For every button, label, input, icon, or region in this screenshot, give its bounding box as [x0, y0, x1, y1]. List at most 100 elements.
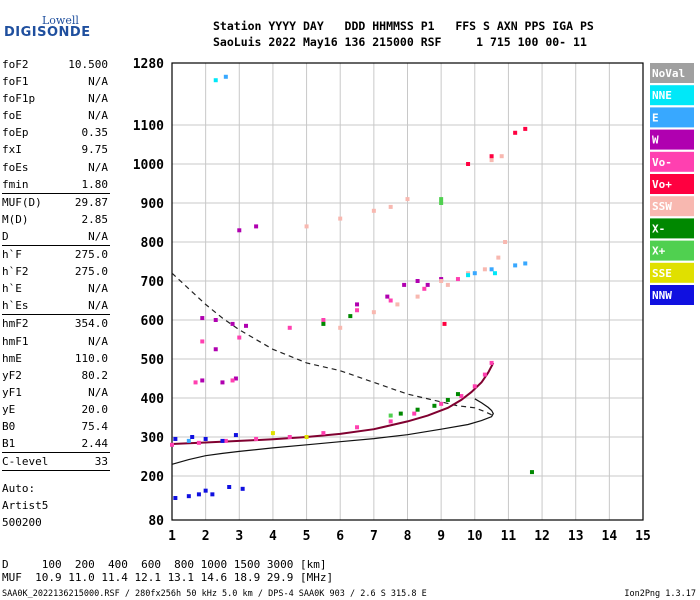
- legend-swatch: [650, 174, 694, 194]
- echo-point: [355, 425, 360, 430]
- echo-point: [398, 411, 403, 416]
- legend-label: E: [652, 111, 659, 124]
- param-label: h`E: [2, 282, 22, 296]
- x-tick-label: 9: [437, 529, 445, 544]
- y-tick-label: 300: [141, 431, 165, 446]
- y-tick-label: 200: [141, 470, 165, 485]
- y-tick-label: 600: [141, 314, 165, 329]
- param-value: 10.500: [68, 58, 108, 71]
- plot-frame: [171, 62, 644, 521]
- echo-point: [489, 158, 494, 163]
- echo-point: [186, 438, 191, 443]
- echo-point: [455, 392, 460, 397]
- echo-point: [355, 308, 360, 313]
- echo-point: [321, 321, 326, 326]
- param-label: foEp: [2, 126, 29, 140]
- header-line-1: Station YYYY DAY DDD HHMMSS P1 FFS S AXN…: [213, 19, 594, 33]
- legend-swatch: [650, 196, 694, 217]
- echo-point: [432, 403, 437, 408]
- param-label: B1: [2, 437, 16, 451]
- artist-version: Artist5: [2, 499, 49, 512]
- param-separator: [2, 192, 110, 194]
- lowell-digisonde-logo: Lowell DIGISONDE: [4, 6, 164, 50]
- echo-point: [210, 492, 215, 497]
- param-row: M(D) 2.85: [2, 211, 166, 228]
- echo-point: [254, 224, 259, 229]
- param-row: D N/A: [2, 228, 166, 245]
- param-value: N/A: [88, 92, 108, 106]
- param-value: 33: [94, 455, 108, 469]
- echo-point: [170, 442, 174, 447]
- param-row: foF2 10.500: [2, 56, 166, 73]
- echo-point: [227, 485, 232, 489]
- echo-point: [371, 310, 376, 315]
- header-line-2: SaoLuis 2022 May16 136 215000 RSF 1 715 …: [213, 35, 587, 49]
- legend-label: SSE: [652, 267, 672, 280]
- echo-point: [489, 154, 494, 159]
- param-value: 0.35: [81, 126, 109, 140]
- legend-swatch: [650, 63, 694, 83]
- muf-distance-table: D 100 200 400 600 800 1000 1500 3000 [km…: [2, 558, 333, 584]
- x-tick-label: 3: [235, 529, 243, 544]
- echo-point: [348, 314, 353, 319]
- y-tick-label: 1280: [133, 57, 164, 72]
- param-label: foE: [2, 109, 22, 123]
- param-row: hmF2 354.0: [2, 315, 166, 332]
- legend-swatch: [650, 129, 694, 150]
- param-row: MUF(D) 29.87: [2, 194, 166, 211]
- legend-swatch: [650, 151, 694, 172]
- param-label: foF1: [2, 75, 29, 89]
- echo-point: [186, 494, 191, 499]
- echo-point: [220, 438, 225, 443]
- x-tick-label: 15: [635, 529, 651, 544]
- param-row: foE N/A: [2, 107, 166, 124]
- echo-point: [459, 394, 464, 399]
- echo-point: [513, 263, 518, 268]
- param-row: foEp 0.35: [2, 124, 166, 141]
- param-row: foF1p N/A: [2, 90, 166, 107]
- param-label: hmE: [2, 351, 22, 365]
- autoscaling-info: Auto: Artist5 500200: [2, 480, 48, 531]
- param-label: C-level: [2, 455, 49, 469]
- echo-point: [503, 240, 508, 244]
- echo-point: [321, 318, 326, 322]
- echo-point: [439, 279, 444, 283]
- echo-point: [529, 470, 534, 475]
- legend-label: Vo-: [652, 156, 672, 169]
- param-value: 80.2: [81, 368, 109, 382]
- param-row: hmF1 N/A: [2, 333, 166, 350]
- param-value: 2.85: [81, 212, 109, 226]
- param-value: N/A: [88, 75, 108, 89]
- param-value: 1.80: [81, 177, 109, 191]
- scaled-parameters-panel: foF2 10.500 foF1 N/A foF1p N/A foE N/A foEp 0.35 f…: [2, 56, 166, 472]
- param-separator: [2, 470, 110, 472]
- echo-point: [193, 380, 198, 385]
- param-value: 75.4: [81, 419, 109, 433]
- echo-point: [203, 436, 208, 441]
- param-value: N/A: [88, 385, 108, 399]
- echo-point: [196, 440, 201, 445]
- echo-point: [496, 255, 501, 260]
- param-value: N/A: [88, 229, 108, 243]
- footer-version: Ion2Png 1.3.17: [624, 589, 696, 599]
- param-label: hmF1: [2, 334, 29, 348]
- echo-point: [237, 335, 242, 340]
- echo-point: [442, 321, 447, 326]
- x-tick-label: 2: [202, 529, 210, 544]
- param-label: h`F2: [2, 265, 29, 279]
- o-trace-line: [171, 362, 495, 445]
- y-tick-label: 1100: [133, 119, 164, 134]
- x-tick-label: 8: [404, 529, 412, 544]
- param-row: fmin 1.80: [2, 176, 166, 193]
- param-value: 20.0: [81, 402, 109, 416]
- echo-point: [230, 321, 235, 326]
- echo-point: [388, 298, 393, 303]
- param-label: h`Es: [2, 299, 29, 313]
- param-separator: [2, 245, 110, 247]
- param-label: yF1: [2, 385, 22, 399]
- echo-point: [173, 436, 178, 441]
- param-value: 2.44: [81, 437, 109, 451]
- y-tick-label: 500: [141, 353, 165, 368]
- echo-point: [254, 436, 259, 441]
- legend-swatch: [650, 240, 694, 261]
